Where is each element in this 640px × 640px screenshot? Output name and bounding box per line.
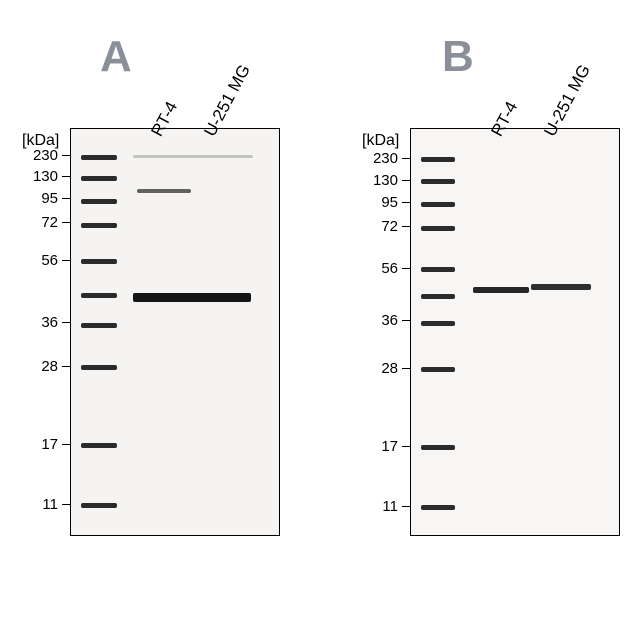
ladder-band (81, 259, 117, 264)
ladder-band (421, 445, 455, 450)
sample-band (133, 293, 251, 302)
mw-tick-label: 230 (22, 147, 58, 164)
mw-tick-label: 56 (22, 252, 58, 269)
panel-b-label: B (442, 32, 474, 82)
axis-unit-b: [kDa] (362, 132, 399, 150)
mw-tick-mark (402, 202, 410, 203)
mw-tick-mark (402, 226, 410, 227)
ladder-band (421, 179, 455, 184)
ladder-band (421, 367, 455, 372)
sample-band (133, 155, 253, 158)
mw-tick-mark (402, 158, 410, 159)
mw-tick-label: 95 (22, 190, 58, 207)
mw-tick-label: 56 (362, 260, 398, 277)
mw-tick-label: 17 (22, 436, 58, 453)
mw-tick-mark (402, 446, 410, 447)
ladder-band (421, 202, 455, 207)
ladder-band (81, 443, 117, 448)
mw-tick-mark (62, 260, 70, 261)
ladder-band (421, 226, 455, 231)
sample-band (137, 189, 191, 193)
ladder-band (81, 365, 117, 370)
mw-tick-mark (62, 176, 70, 177)
mw-tick-mark (402, 506, 410, 507)
mw-tick-label: 130 (362, 172, 398, 189)
mw-tick-mark (62, 504, 70, 505)
mw-tick-mark (62, 198, 70, 199)
ladder-band (81, 323, 117, 328)
ladder-band (81, 199, 117, 204)
mw-tick-label: 130 (22, 168, 58, 185)
mw-tick-label: 11 (362, 498, 398, 515)
mw-tick-mark (402, 320, 410, 321)
mw-tick-mark (62, 222, 70, 223)
sample-band (531, 284, 591, 290)
mw-tick-label: 28 (22, 358, 58, 375)
ladder-band (81, 293, 117, 298)
ladder-band (421, 321, 455, 326)
mw-tick-mark (402, 268, 410, 269)
ladder-band (421, 157, 455, 162)
ladder-band (81, 176, 117, 181)
mw-tick-mark (62, 366, 70, 367)
mw-tick-label: 36 (22, 314, 58, 331)
mw-tick-label: 72 (22, 214, 58, 231)
ladder-band (421, 505, 455, 510)
mw-tick-mark (62, 155, 70, 156)
blot-frame-b (410, 128, 620, 536)
ladder-band (81, 503, 117, 508)
mw-tick-label: 11 (22, 496, 58, 513)
panel-a-label: A (100, 32, 132, 82)
ladder-band (421, 294, 455, 299)
sample-band (473, 287, 529, 293)
mw-tick-mark (402, 368, 410, 369)
ladder-band (421, 267, 455, 272)
mw-tick-label: 95 (362, 194, 398, 211)
mw-tick-label: 28 (362, 360, 398, 377)
mw-tick-label: 36 (362, 312, 398, 329)
mw-tick-label: 72 (362, 218, 398, 235)
mw-tick-label: 230 (362, 150, 398, 167)
mw-tick-mark (62, 322, 70, 323)
ladder-band (81, 155, 117, 160)
ladder-band (81, 223, 117, 228)
mw-tick-label: 17 (362, 438, 398, 455)
mw-tick-mark (402, 180, 410, 181)
blot-frame-a (70, 128, 280, 536)
mw-tick-mark (62, 444, 70, 445)
